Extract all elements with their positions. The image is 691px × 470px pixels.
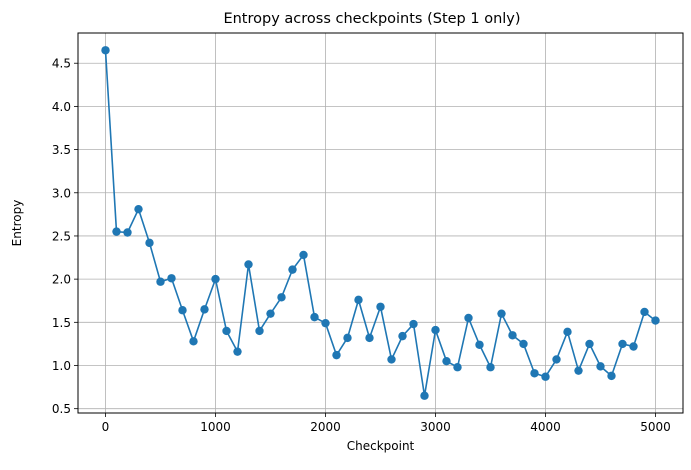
data-point bbox=[310, 312, 319, 322]
data-point bbox=[123, 228, 132, 237]
data-point bbox=[585, 339, 594, 349]
data-point bbox=[200, 305, 209, 314]
data-point bbox=[211, 274, 220, 284]
data-point bbox=[244, 260, 253, 269]
data-point bbox=[486, 363, 495, 372]
data-point bbox=[497, 309, 506, 318]
data-point bbox=[464, 313, 473, 323]
data-point bbox=[266, 309, 275, 318]
data-point bbox=[596, 362, 605, 371]
data-point bbox=[607, 371, 616, 381]
data-point bbox=[519, 339, 528, 349]
data-point bbox=[530, 369, 539, 378]
series-line bbox=[101, 46, 660, 400]
y-tick-label: 1.0 bbox=[52, 359, 71, 373]
data-point bbox=[101, 46, 110, 55]
y-tick-label: 4.0 bbox=[52, 100, 71, 114]
data-point bbox=[552, 355, 561, 364]
data-point bbox=[431, 325, 440, 335]
x-tick-label: 3000 bbox=[420, 420, 451, 434]
data-point bbox=[618, 339, 627, 349]
data-point bbox=[409, 319, 418, 329]
data-point bbox=[255, 326, 264, 336]
x-tick-label: 1000 bbox=[200, 420, 231, 434]
data-point bbox=[189, 337, 198, 346]
x-tick-label: 2000 bbox=[310, 420, 341, 434]
x-tick-label: 5000 bbox=[640, 420, 671, 434]
x-tick-label: 4000 bbox=[530, 420, 561, 434]
data-point bbox=[332, 350, 341, 360]
data-point bbox=[508, 331, 517, 340]
data-point bbox=[321, 318, 330, 328]
data-point bbox=[156, 277, 165, 286]
data-point bbox=[222, 326, 231, 336]
data-point bbox=[541, 372, 550, 381]
x-axis-label: Checkpoint bbox=[347, 439, 415, 453]
data-point bbox=[299, 250, 308, 260]
data-point bbox=[365, 333, 374, 343]
plot-area-frame bbox=[77, 32, 684, 414]
data-point bbox=[651, 316, 660, 325]
y-tick-label: 3.0 bbox=[52, 186, 71, 200]
gridlines bbox=[78, 33, 683, 413]
data-point bbox=[442, 356, 451, 366]
axis-ticks: 0 1000 2000 3000 4000 5000 0.5 1.0 1.5 2.0 2.5 3.0 3… bbox=[52, 57, 671, 434]
data-point bbox=[563, 327, 572, 337]
y-tick-label: 0.5 bbox=[52, 402, 71, 416]
data-point bbox=[277, 293, 286, 302]
y-tick-label: 3.5 bbox=[52, 143, 71, 157]
y-tick-label: 2.0 bbox=[52, 273, 71, 287]
data-point bbox=[134, 204, 143, 214]
data-point bbox=[574, 366, 583, 375]
chart-title: Entropy across checkpoints (Step 1 only) bbox=[223, 11, 520, 27]
data-point bbox=[288, 265, 297, 274]
data-point bbox=[112, 227, 121, 236]
data-point bbox=[387, 355, 396, 364]
data-point bbox=[629, 342, 638, 351]
x-tick-label: 0 bbox=[102, 420, 110, 434]
data-point bbox=[376, 302, 385, 311]
data-point bbox=[343, 333, 352, 343]
data-point bbox=[167, 274, 176, 283]
data-point bbox=[354, 295, 363, 305]
data-point bbox=[398, 331, 407, 341]
data-point bbox=[453, 363, 462, 372]
y-tick-label: 4.5 bbox=[52, 57, 71, 71]
y-tick-label: 1.5 bbox=[52, 316, 71, 330]
data-point bbox=[145, 238, 154, 248]
data-point bbox=[178, 306, 187, 315]
data-point bbox=[475, 340, 484, 349]
data-point bbox=[640, 307, 649, 317]
y-axis-label: Entropy bbox=[10, 200, 24, 247]
y-tick-label: 2.5 bbox=[52, 229, 71, 243]
data-point bbox=[420, 391, 429, 400]
data-point bbox=[233, 347, 242, 356]
